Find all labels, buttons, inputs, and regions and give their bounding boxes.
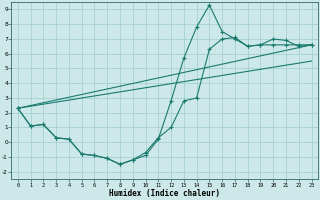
- X-axis label: Humidex (Indice chaleur): Humidex (Indice chaleur): [109, 189, 220, 198]
